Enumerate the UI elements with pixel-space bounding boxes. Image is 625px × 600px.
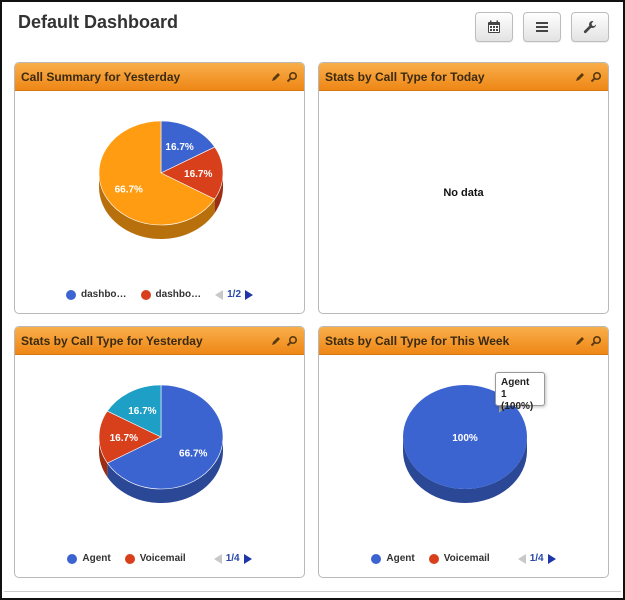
next-page-icon[interactable] (243, 553, 252, 564)
settings-button[interactable] (571, 12, 609, 42)
chart-tooltip: Agent 1 (100%) (495, 372, 545, 412)
panel-title: Stats by Call Type for Yesterday (21, 333, 203, 348)
legend-item[interactable]: Agent (67, 553, 111, 564)
legend-marker (371, 553, 382, 564)
pie-slice[interactable] (106, 384, 162, 438)
legend-item[interactable]: Voicemail (428, 553, 490, 564)
panel-call-summary-yesterday: Call Summary for Yesterday 16.7% 16.7% 66.… (14, 62, 305, 314)
chart-legend: Agent Voicemail 1/4 (15, 553, 304, 564)
legend-item[interactable]: Agent (371, 553, 415, 564)
legend-pager: 1/4 (517, 553, 556, 564)
zoom-icon[interactable] (286, 70, 298, 83)
bottom-divider (4, 591, 621, 592)
no-data-message: No data (443, 187, 484, 199)
panel-call-type-yesterday: Stats by Call Type for Yesterday 66.7% 16… (14, 326, 305, 578)
legend-pager: 1/2 (215, 289, 254, 300)
pager-text: 1/4 (529, 553, 544, 564)
legend-marker (67, 553, 78, 564)
pie-slice-side (403, 437, 527, 503)
pager-text: 1/2 (227, 289, 242, 300)
panel-call-type-today: Stats by Call Type for Today No data (318, 62, 609, 314)
pie-slice[interactable] (160, 146, 224, 200)
pie-slice-label: 100% (452, 433, 478, 444)
edit-icon[interactable] (574, 70, 586, 82)
tooltip-value: 1 (100%) (501, 389, 534, 412)
chart-legend: Agent Voicemail 1/4 (319, 553, 608, 564)
panel-title: Stats by Call Type for Today (325, 69, 485, 84)
panel-call-type-this-week: Stats by Call Type for This Week 100% Ag… (318, 326, 609, 578)
calendar-icon (488, 20, 500, 33)
legend-label: Agent (386, 553, 415, 564)
pie-slice-side (107, 437, 223, 503)
pie-slice[interactable] (160, 120, 216, 174)
zoom-icon[interactable] (590, 70, 602, 83)
pager-text: 1/4 (225, 553, 240, 564)
legend-pager: 1/4 (213, 553, 252, 564)
zoom-icon[interactable] (590, 334, 602, 347)
pie-slice-label: 66.7% (179, 449, 207, 460)
panel-header: Stats by Call Type for Yesterday (15, 327, 304, 355)
pie-chart: 100% (403, 385, 527, 503)
pie-slice[interactable] (403, 385, 527, 489)
prev-page-icon[interactable] (215, 289, 224, 300)
panel-title: Call Summary for Yesterday (21, 69, 181, 84)
legend-item[interactable]: Voicemail (124, 553, 186, 564)
pie-slice-side (99, 437, 108, 478)
panel-title: Stats by Call Type for This Week (325, 333, 510, 348)
wrench-icon (583, 21, 596, 34)
edit-icon[interactable] (574, 334, 586, 346)
panel-header: Stats by Call Type for This Week (319, 327, 608, 355)
panel-header: Call Summary for Yesterday (15, 63, 304, 91)
next-page-icon[interactable] (547, 553, 556, 564)
tooltip-tail (499, 405, 508, 413)
list-button[interactable] (523, 12, 561, 42)
pie-slice-label: 16.7% (128, 406, 156, 417)
legend-item[interactable]: dashbo… (65, 289, 127, 300)
tooltip-series: Agent (501, 377, 530, 388)
pie-slice[interactable] (98, 410, 162, 464)
pie-slice-side (99, 173, 215, 240)
legend-marker (65, 289, 76, 300)
edit-icon[interactable] (270, 334, 282, 346)
prev-page-icon[interactable] (517, 553, 526, 564)
edit-icon[interactable] (270, 70, 282, 82)
legend-label: dashbo… (155, 289, 202, 300)
pie-slice-label: 66.7% (115, 185, 143, 196)
next-page-icon[interactable] (245, 289, 254, 300)
list-icon (536, 22, 548, 32)
pie-chart: 16.7% 16.7% 66.7% (98, 120, 224, 240)
pie-slice[interactable] (98, 120, 216, 226)
pie-chart: 66.7% 16.7% 16.7% (98, 384, 224, 503)
legend-label: dashbo… (80, 289, 127, 300)
pie-slice-label: 16.7% (110, 433, 138, 444)
legend-item[interactable]: dashbo… (140, 289, 202, 300)
chart-legend: dashbo… dashbo… 1/2 (15, 289, 304, 300)
calendar-button[interactable] (475, 12, 513, 42)
legend-label: Voicemail (443, 553, 490, 564)
legend-marker (140, 289, 151, 300)
pie-slice-label: 16.7% (165, 142, 193, 153)
legend-label: Voicemail (139, 553, 186, 564)
pie-slice-label: 16.7% (184, 169, 212, 180)
legend-marker (124, 553, 135, 564)
pie-slice-side (214, 173, 223, 214)
prev-page-icon[interactable] (213, 553, 222, 564)
pie-slice[interactable] (106, 384, 224, 490)
panel-header: Stats by Call Type for Today (319, 63, 608, 91)
toolbar (475, 12, 609, 42)
zoom-icon[interactable] (286, 334, 298, 347)
legend-label: Agent (82, 553, 111, 564)
page-title: Default Dashboard (18, 12, 179, 32)
legend-marker (428, 553, 439, 564)
